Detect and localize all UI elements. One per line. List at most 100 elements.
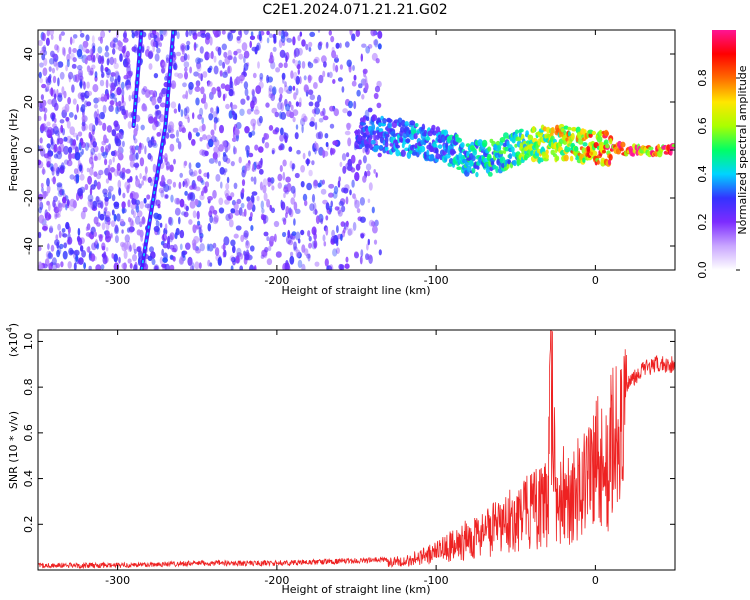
spectrogram-cell [40,123,45,132]
spectrogram-cell [360,249,364,258]
spectrogram-cell [307,74,312,84]
spectrogram-cell [373,239,378,245]
spectrogram-cell [116,86,122,96]
spectrogram-cell [274,111,280,118]
spectrogram-cell [100,30,106,39]
spectrogram-cell [307,75,313,81]
spectrogram-cell [59,119,65,124]
spectrogram-cell [239,265,243,270]
spectrogram-ridge-cell [596,135,603,143]
spectrogram-cell [188,30,192,37]
spectrogram-cell [114,224,119,234]
spectrogram-cell [188,168,194,176]
spectrogram-cell [71,84,75,93]
spectrogram-cell [193,42,197,51]
spectrogram-cell [169,164,174,173]
spectrogram-cell [324,133,329,139]
spectrogram-cell [314,101,320,108]
spectrogram-cell [80,245,84,252]
spectrogram-cell [210,51,214,60]
spectrogram-cell [338,176,342,183]
spectrogram-cell [110,150,116,157]
spectrogram-cell [317,94,322,103]
spectrogram-cell [38,115,42,121]
spectrogram-cell [185,30,189,38]
spectrogram-cell [121,167,126,175]
spectrogram-cell [351,179,355,188]
spectrogram-cell [349,30,353,36]
spectrogram-cell [256,42,261,51]
spectrogram-cell [324,258,329,267]
spectrogram-cell [103,211,107,217]
spectrogram-cell [233,147,237,155]
spectrogram-cell [128,226,135,233]
spectrogram-cell [260,254,265,259]
spectrogram-ridge-cell [395,144,401,149]
spectrogram-cell [192,127,199,133]
spectrogram-cell [340,233,343,241]
spectrogram-cell [77,131,83,137]
spectrogram-cell [128,94,132,102]
spectrogram-cell [295,249,301,258]
spectrogram-cell [108,158,113,166]
spectrogram-cell [303,115,308,122]
spectrogram-ridge-cell [648,146,654,151]
spectrogram-cell [206,171,210,180]
spectrogram-cell [83,81,86,90]
y-tick-label: 20 [22,95,35,109]
spectrogram-ridge-cell [384,145,389,152]
spectrogram-ridge-cell [671,143,675,148]
spectrogram-cell [164,223,168,231]
spectrogram-cell [365,46,371,54]
spectrogram-cell [300,229,305,236]
spectrogram-cell [277,173,283,182]
spectrogram-ridge-cell [456,166,462,170]
spectrogram-cell [89,67,94,76]
spectrogram-cell [232,245,236,254]
spectrogram-cell [375,172,378,178]
spectrogram-cell [178,181,182,189]
spectrogram-cell [183,203,188,210]
spectrogram-cell [200,33,207,38]
spectrogram-ridge-cell [516,158,522,166]
spectrogram-ridge-cell [487,146,492,152]
spectrogram-cell [317,131,323,140]
spectrogram-cell [259,34,262,42]
spectrogram-cell [85,226,89,231]
spectrogram-cell [54,212,58,220]
spectrogram-cell [230,208,236,214]
spectrogram-ridge-cell [542,126,547,132]
spectrogram-cell [356,208,361,214]
spectrogram-cell [198,262,202,269]
spectrogram-cell [208,113,214,121]
spectrogram-cell [105,79,109,89]
spectrogram-cell [308,47,312,52]
spectrogram-cell [346,59,352,67]
spectrogram-ridge-cell [431,124,436,131]
spectrogram-cell [243,81,249,90]
spectrogram-cell [320,111,325,117]
spectrogram-cell [217,256,222,266]
spectrogram-cell [72,48,77,53]
spectrogram-cell [219,167,225,175]
spectrogram-cell [373,39,378,46]
spectrogram-cell [351,80,357,87]
spectrogram-cell [141,180,145,186]
spectrogram-cell [40,147,46,157]
spectrogram-cell [62,250,68,260]
spectrogram-cell [50,166,54,172]
spectrogram-cell [194,261,200,270]
spectrogram-cell [127,258,132,264]
spectrogram-cell [219,70,223,75]
spectrogram-ridge-cell [569,155,574,162]
spectrogram-cell [199,46,204,54]
spectrogram-cell [222,61,226,69]
spectrogram-cell [257,61,260,69]
spectrogram-cell [93,216,99,225]
spectrogram-ridge-cell [371,114,378,122]
spectrogram-cell [262,184,267,194]
spectrogram-cell [299,76,302,85]
spectrogram-cell [200,86,205,95]
spectrogram-ridge-cell [605,143,610,149]
spectrogram-cell [96,199,102,205]
